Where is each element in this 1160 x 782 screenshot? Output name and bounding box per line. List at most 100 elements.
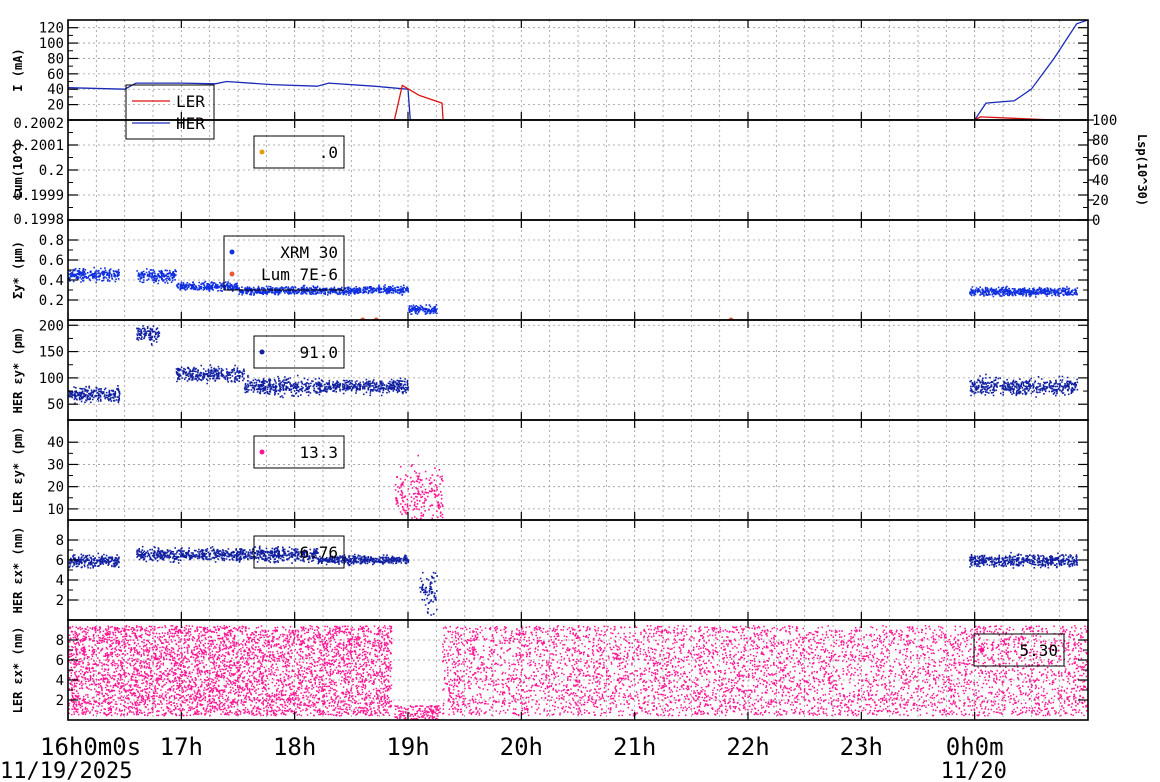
series-noise-LER bbox=[68, 625, 1088, 720]
ylabel-her_eps_x: HER εx* (nm) bbox=[11, 527, 25, 614]
ytick-label: 30 bbox=[47, 457, 64, 473]
right-ylabel: Lsp(10^30) bbox=[1135, 134, 1149, 206]
legend-label: 5.30 bbox=[1019, 641, 1058, 660]
legend-box bbox=[253, 435, 345, 469]
legend-box bbox=[125, 84, 215, 140]
time-label: 23h bbox=[840, 733, 883, 761]
legend-ler_eps_x: 5.30 bbox=[973, 633, 1065, 667]
legend-label: .0 bbox=[319, 143, 338, 162]
ytick-label: 60 bbox=[47, 67, 64, 83]
ytick-label: 80 bbox=[47, 51, 64, 67]
panel-her_eps_x: 2 4 6 8 HER εx* (nm) 6.76 bbox=[11, 519, 1089, 621]
ytick-label: 8 bbox=[56, 533, 64, 549]
ytick-label: 100 bbox=[39, 36, 64, 52]
legend-swatch bbox=[259, 549, 265, 555]
grid-lum bbox=[67, 119, 1088, 221]
legend-box bbox=[223, 235, 345, 291]
right-ytick-label: 20 bbox=[1092, 193, 1109, 209]
right-ytick-label: 60 bbox=[1092, 153, 1109, 169]
time-label: 18h bbox=[273, 733, 316, 761]
ytick-label: 20 bbox=[47, 98, 64, 114]
panel-ler_eps_x: 2 4 6 8 LER εx* (nm) 5.30 bbox=[11, 619, 1089, 721]
data-ler_eps_y bbox=[394, 454, 444, 520]
panel-sigma_y: 0.2 0.4 0.6 0.8 Σy* (μm) XRM 30 Lum 7E-6 bbox=[11, 219, 1089, 321]
panel-ler_eps_y: 10 20 30 40 LER εy* (pm) 13.3 bbox=[11, 419, 1089, 521]
legend-her_eps_x: 6.76 bbox=[253, 535, 345, 569]
ytick-label: 4 bbox=[56, 573, 64, 589]
legend-label: LER bbox=[176, 92, 205, 111]
ytick-label: 2 bbox=[56, 693, 64, 709]
ylabel-ler_eps_y: LER εy* (pm) bbox=[11, 427, 25, 514]
legend-swatch bbox=[259, 349, 265, 355]
ytick-label: 150 bbox=[39, 345, 64, 361]
legend-box bbox=[253, 535, 345, 569]
legend-box bbox=[253, 335, 345, 369]
ytick-label: 100 bbox=[39, 371, 64, 387]
series-line-LER bbox=[68, 84, 1088, 120]
ylabel-sigma_y: Σy* (μm) bbox=[11, 241, 25, 299]
ytick-label: 0.2001 bbox=[13, 138, 64, 154]
ylabel-current: I (mA) bbox=[11, 48, 25, 91]
ytick-label: 0.2002 bbox=[13, 116, 64, 132]
ytick-label: 40 bbox=[47, 435, 64, 451]
legend-swatch bbox=[259, 449, 265, 455]
right-ytick-label: 80 bbox=[1092, 133, 1109, 149]
grid-current bbox=[67, 20, 1088, 120]
data-sigma_y bbox=[68, 266, 1079, 320]
ytick-label: 200 bbox=[39, 318, 64, 334]
legend-sigma_y: XRM 30 Lum 7E-6 bbox=[223, 235, 345, 291]
ytick-label: 40 bbox=[47, 82, 64, 98]
ytick-label: 6 bbox=[56, 553, 64, 569]
ytick-label: 0.1998 bbox=[13, 212, 64, 228]
data-current bbox=[68, 20, 1088, 120]
ytick-label: 0.4 bbox=[39, 273, 64, 289]
series-band-HER bbox=[68, 325, 1079, 405]
data-ler_eps_x bbox=[68, 625, 1088, 720]
ytick-label: 120 bbox=[39, 21, 64, 37]
grid-her_eps_y bbox=[67, 320, 1088, 420]
right-ytick-label: 100 bbox=[1092, 113, 1117, 129]
series-band-HER bbox=[68, 545, 1079, 616]
time-label: 20h bbox=[500, 733, 543, 761]
yticks-sigma_y: 0.2 0.4 0.6 0.8 bbox=[39, 220, 1088, 320]
grid-ler_eps_y bbox=[67, 420, 1088, 520]
legend-label: HER bbox=[176, 114, 205, 133]
ytick-label: 8 bbox=[56, 633, 64, 649]
ytick-label: 6 bbox=[56, 653, 64, 669]
legend-her_eps_y: 91.0 bbox=[253, 335, 345, 369]
ylabel-lum: Lum(10^) bbox=[11, 141, 25, 199]
ytick-label: 4 bbox=[56, 673, 64, 689]
time-label: 22h bbox=[726, 733, 769, 761]
ytick-label: 0.1999 bbox=[13, 188, 64, 204]
right-ytick-label: 0 bbox=[1092, 213, 1100, 229]
legend-box bbox=[253, 135, 345, 169]
panel-her_eps_y: 50 100 150 200 HER εy* (pm) 91.0 bbox=[11, 318, 1089, 421]
yticks-her_eps_x: 2 4 6 8 bbox=[56, 520, 1088, 620]
ytick-label: 10 bbox=[47, 502, 64, 518]
ylabel-ler_eps_x: LER εx* (nm) bbox=[11, 627, 25, 714]
ytick-label: 50 bbox=[47, 397, 64, 413]
legend-label: 91.0 bbox=[299, 343, 338, 362]
data-her_eps_x bbox=[68, 545, 1079, 616]
grid-her_eps_x bbox=[67, 520, 1088, 620]
ytick-label: 0.6 bbox=[39, 253, 64, 269]
yticks-lum: 0.1998 0.1999 0.2 0.2001 0.2002 bbox=[13, 116, 1088, 228]
legend-label: 13.3 bbox=[299, 443, 338, 462]
date-label: 11/19/2025 bbox=[0, 759, 132, 782]
legend-lum: .0 bbox=[253, 135, 345, 169]
ytick-label: 20 bbox=[47, 480, 64, 496]
legend-current: LER HER bbox=[125, 84, 215, 140]
series-line-HER bbox=[68, 20, 1088, 120]
series-band-XRM bbox=[68, 266, 1079, 315]
legend-box bbox=[973, 633, 1065, 667]
ytick-label: 0.2 bbox=[39, 293, 64, 309]
time-label: 16h0m0s bbox=[40, 733, 141, 761]
series-band-LER bbox=[394, 454, 444, 520]
right-ytick-label: 40 bbox=[1092, 173, 1109, 189]
time-axis: 16h0m0s 17h 18h 19h 20h 21h 22h 23h 0h0m 11/19/20… bbox=[0, 733, 1007, 782]
legend-swatch bbox=[259, 149, 265, 155]
yticks-ler_eps_x: 2 4 6 8 bbox=[56, 620, 1088, 720]
time-label: 21h bbox=[613, 733, 656, 761]
